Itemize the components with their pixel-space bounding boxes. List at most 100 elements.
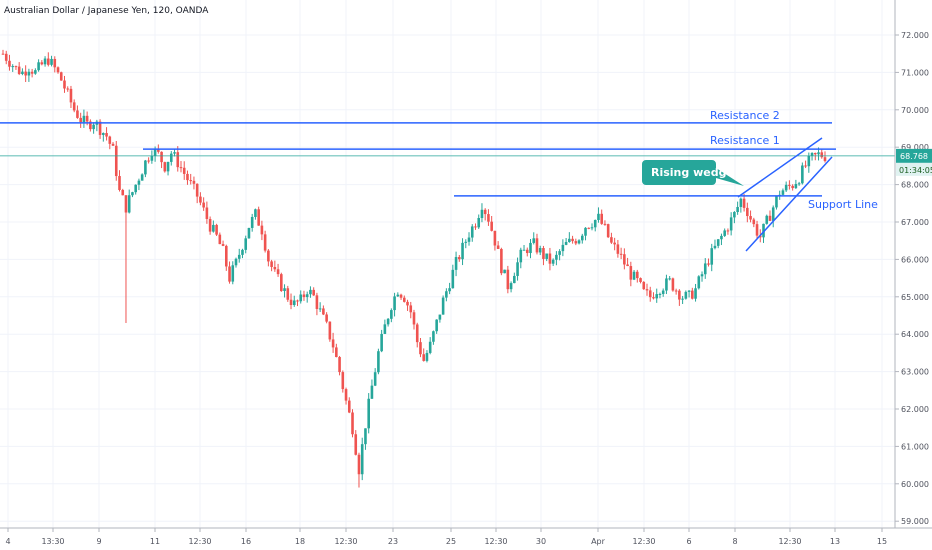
- time-tick-label: Apr: [591, 537, 606, 546]
- candle-body: [691, 290, 694, 299]
- candle-body: [208, 218, 212, 232]
- candle-body: [703, 263, 707, 275]
- candle-body: [668, 278, 671, 280]
- candle-body: [34, 70, 37, 74]
- candle-body: [432, 331, 435, 342]
- candle-body: [144, 160, 147, 175]
- candle-body: [244, 238, 248, 250]
- candle-body: [124, 195, 128, 213]
- candle-body: [335, 347, 338, 358]
- candle-body: [27, 71, 31, 76]
- candle-body: [454, 257, 458, 270]
- candle-body: [169, 153, 173, 162]
- candle-body: [105, 133, 108, 137]
- candle-body: [17, 66, 21, 74]
- candle-body: [548, 253, 552, 264]
- candle-body: [76, 110, 79, 118]
- time-tick-label: 12:30: [484, 537, 507, 546]
- candle-body: [797, 183, 801, 185]
- time-tick-label: 16: [241, 537, 251, 546]
- candle-body: [458, 257, 461, 260]
- candle-body: [199, 196, 202, 203]
- candle-body: [807, 155, 811, 167]
- candle-body: [111, 143, 115, 146]
- candle-body: [383, 324, 387, 334]
- candle-body: [574, 241, 578, 244]
- candle-body: [749, 216, 752, 220]
- candle-body: [516, 262, 519, 276]
- candle-body: [496, 245, 500, 249]
- candle-body: [231, 265, 235, 282]
- time-tick-label: 11: [150, 537, 160, 546]
- candle-body: [490, 221, 493, 231]
- candle-body: [260, 225, 264, 235]
- candle-body: [483, 209, 487, 215]
- candle-body: [525, 249, 529, 254]
- candle-body: [755, 224, 759, 236]
- candle-body: [147, 160, 150, 162]
- candle-body: [267, 250, 270, 262]
- candle-body: [40, 62, 44, 65]
- candle-body: [396, 294, 400, 297]
- candle-body: [85, 115, 89, 122]
- rising-wedge-callout[interactable]: [642, 160, 744, 186]
- candle-body: [212, 224, 215, 232]
- candle-body: [700, 274, 704, 277]
- time-tick-label: 12:30: [188, 537, 211, 546]
- candle-body: [53, 58, 57, 68]
- candle-body: [247, 227, 251, 239]
- candle-body: [21, 71, 24, 74]
- price-axis[interactable]: 59.000 60.000 61.000 62.000 63.000 64.000 65.0…: [894, 0, 932, 528]
- candle-body: [545, 253, 548, 259]
- candle-body: [493, 230, 497, 246]
- candle-body: [642, 281, 646, 290]
- candle-body: [678, 290, 681, 300]
- candle-body: [451, 269, 455, 289]
- candle-body: [47, 58, 50, 65]
- time-tick-label: 4: [5, 537, 10, 546]
- candle-body: [131, 192, 134, 196]
- candle-body: [386, 318, 390, 325]
- wedge-upper-line[interactable]: [737, 137, 823, 198]
- candle-body: [305, 294, 309, 298]
- candle-body: [765, 215, 769, 224]
- candle-body: [561, 244, 565, 252]
- candle-body: [616, 244, 620, 254]
- candle-body: [729, 217, 733, 231]
- price-tick-label: 67.000: [901, 218, 929, 227]
- last-price-tag[interactable]: [896, 148, 932, 163]
- candle-body: [299, 294, 303, 302]
- resistance-1-label: Resistance 1: [710, 134, 780, 147]
- candle-body: [500, 248, 503, 274]
- candle-body: [503, 269, 506, 274]
- candle-body: [338, 357, 341, 373]
- drawings[interactable]: Resistance 2 Resistance 1 Support Line Risi…: [0, 109, 895, 252]
- candle-body: [176, 152, 180, 168]
- candle-body: [347, 400, 351, 413]
- candle-body: [302, 294, 306, 298]
- candle-body: [221, 244, 225, 246]
- candle-body: [422, 354, 426, 361]
- candle-body: [558, 251, 561, 255]
- time-tick-label: 12:30: [334, 537, 357, 546]
- candle-body: [555, 254, 558, 260]
- support-line-label: Support Line: [808, 198, 878, 211]
- rising-wedge-label: Rising wedge: [651, 166, 734, 179]
- candle-body: [428, 341, 432, 353]
- candle-body: [108, 136, 112, 144]
- wedge-lower-line[interactable]: [745, 156, 833, 252]
- candle-body: [234, 258, 238, 266]
- candle-body: [467, 237, 471, 242]
- candle-body: [182, 167, 186, 174]
- candle-body: [610, 237, 613, 243]
- time-axis[interactable]: 4 13:30 9 11 12:30 16 18 12:30 23 25 12:30 30 Apr 12:…: [0, 527, 932, 546]
- candle-body: [635, 271, 639, 279]
- candle-body: [402, 297, 406, 302]
- time-tick-label: 23: [388, 537, 398, 546]
- candle-body: [597, 213, 600, 220]
- candle-body: [577, 240, 581, 244]
- chart-title: Australian Dollar / Japanese Yen, 120, O…: [4, 6, 209, 16]
- candle-body: [752, 219, 756, 225]
